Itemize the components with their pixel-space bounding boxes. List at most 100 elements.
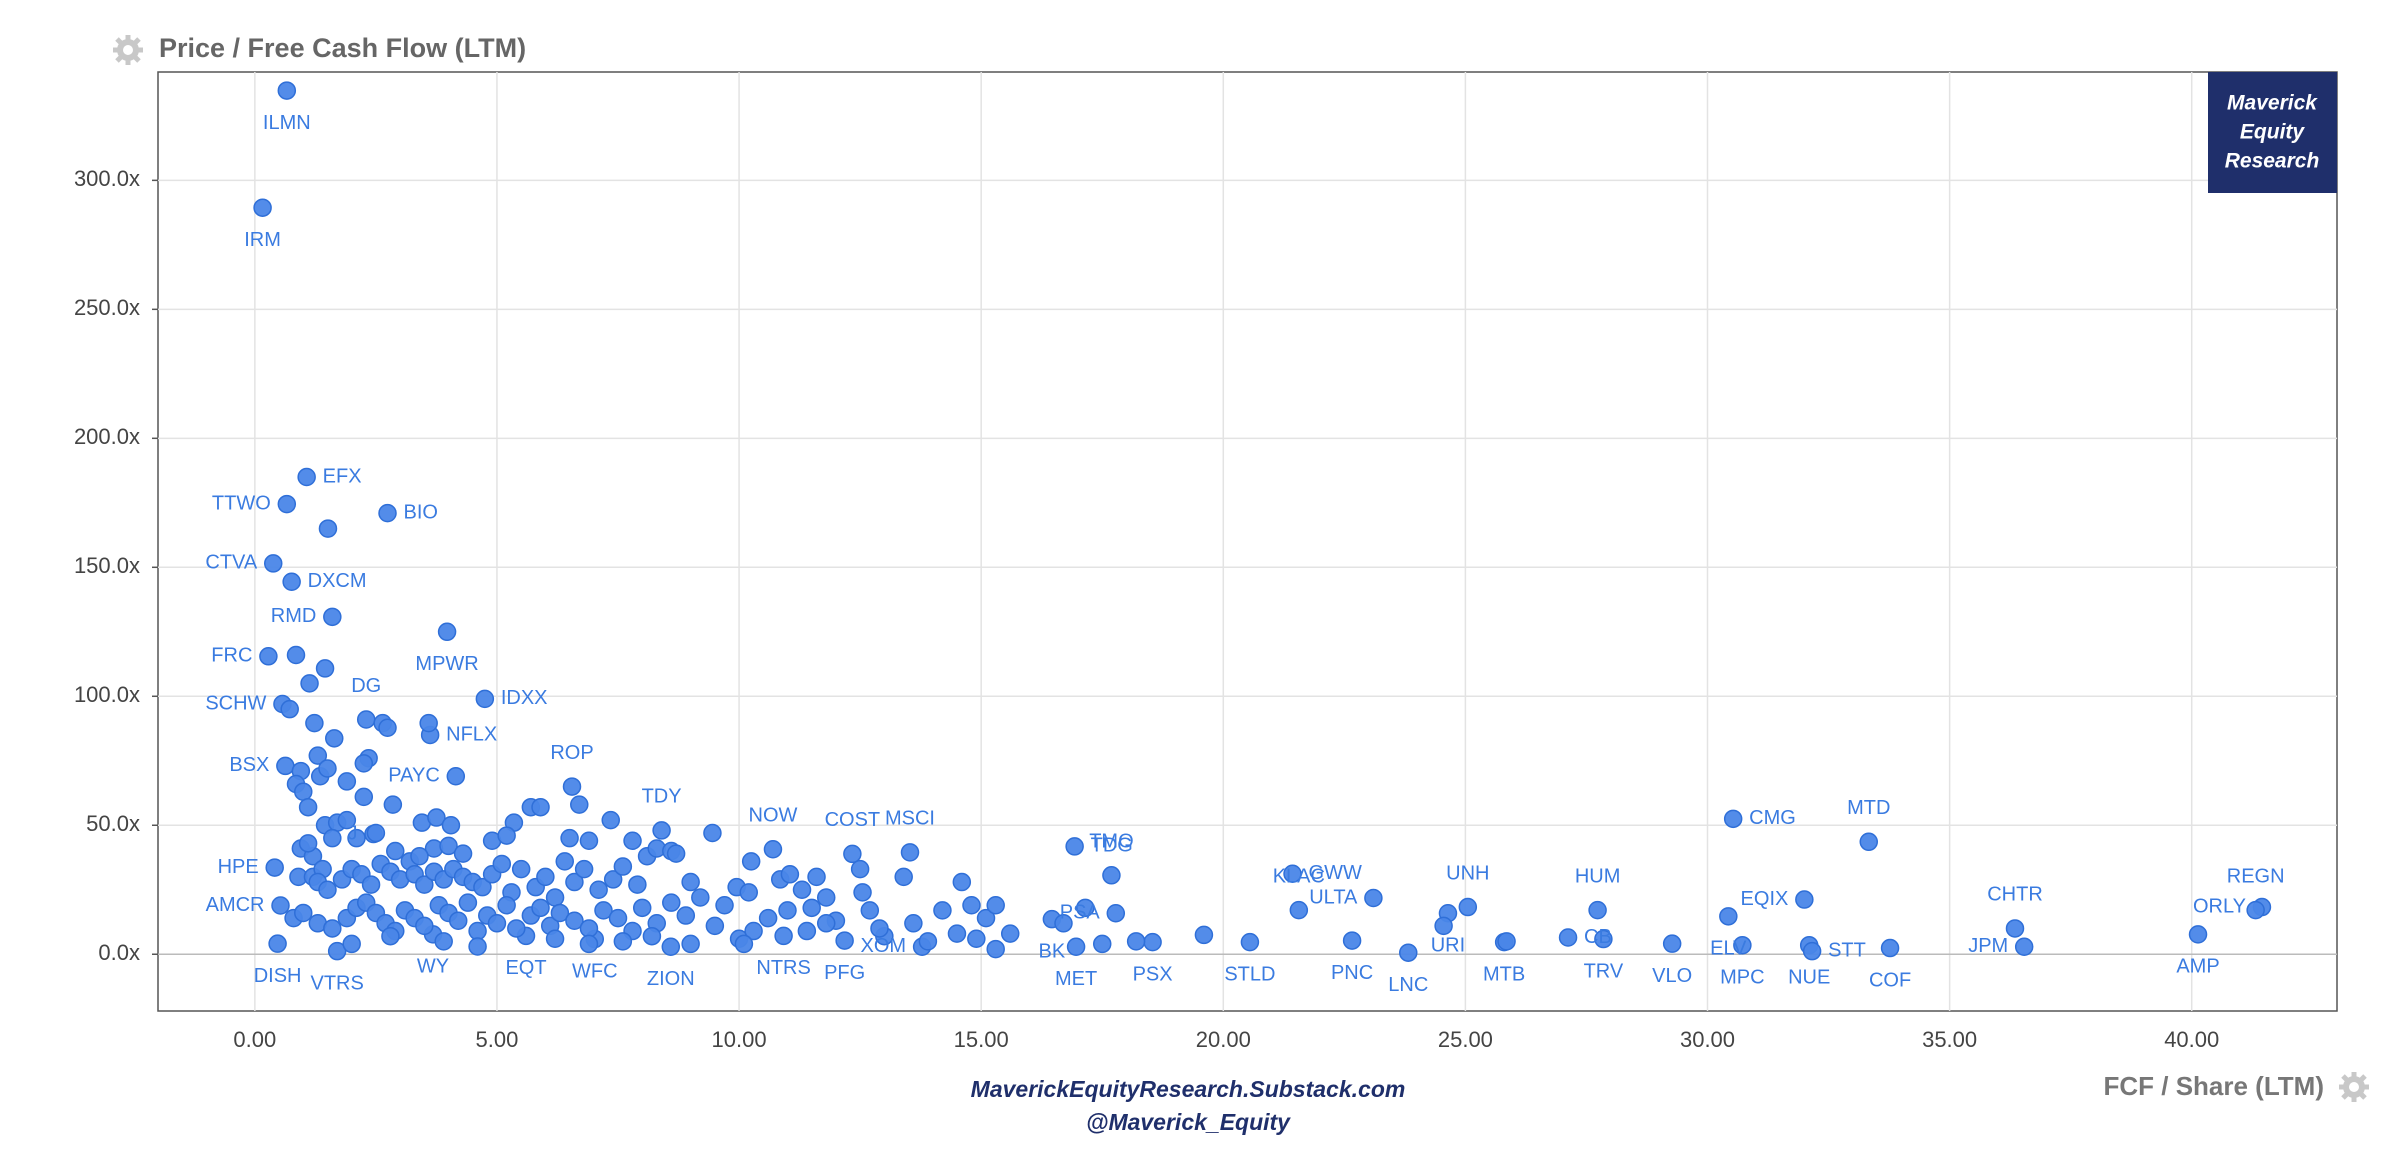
data-point xyxy=(613,857,633,876)
data-point xyxy=(1143,932,1162,952)
data-point xyxy=(1364,888,1383,908)
data-point xyxy=(354,754,374,773)
point-label: ELV xyxy=(1710,938,1747,960)
data-point xyxy=(386,841,405,861)
data-point xyxy=(487,914,507,933)
data-point xyxy=(2014,937,2034,957)
data-point xyxy=(574,859,594,879)
settings-icon[interactable] xyxy=(2339,1072,2369,1102)
data-point xyxy=(265,858,284,877)
data-point xyxy=(802,898,821,918)
data-point xyxy=(816,888,836,907)
point-label: PNC xyxy=(1331,962,1373,984)
watermark-text: Equity xyxy=(2240,121,2305,144)
point-label: VLO xyxy=(1652,965,1692,987)
point-label: ULTA xyxy=(1309,886,1358,908)
data-point xyxy=(448,911,468,930)
data-point xyxy=(594,901,613,920)
point-label: TDY xyxy=(642,786,682,808)
data-point xyxy=(739,883,759,902)
point-label: PFG xyxy=(824,962,865,984)
x-tick-label: 10.00 xyxy=(712,1027,767,1052)
data-point xyxy=(734,934,754,954)
data-point xyxy=(1102,866,1121,885)
data-point xyxy=(280,699,299,719)
data-point xyxy=(305,713,324,733)
point-label: AMP xyxy=(2176,956,2219,978)
data-point xyxy=(531,797,550,817)
data-point xyxy=(441,816,461,835)
data-point xyxy=(1240,932,1260,952)
data-point xyxy=(536,867,555,887)
watermark-text: Maverick xyxy=(2227,92,2318,115)
data-point xyxy=(570,795,589,814)
data-point xyxy=(356,710,376,729)
data-point xyxy=(763,840,783,859)
point-label: CMG xyxy=(1749,807,1796,829)
point-label: DXCM xyxy=(308,570,367,592)
data-point xyxy=(366,823,386,843)
data-point xyxy=(986,939,1005,959)
data-point xyxy=(468,937,487,956)
data-point xyxy=(1342,931,1362,950)
data-point xyxy=(271,896,290,915)
data-point xyxy=(603,870,623,889)
data-point xyxy=(473,877,492,897)
data-point xyxy=(318,759,337,778)
data-point xyxy=(807,867,826,887)
data-point xyxy=(608,908,628,928)
point-label: MPWR xyxy=(415,653,478,675)
data-point xyxy=(1859,832,1879,852)
data-point xyxy=(565,872,584,892)
data-point xyxy=(323,919,342,938)
data-point xyxy=(792,880,812,900)
point-label: BK xyxy=(1039,940,1066,962)
data-point xyxy=(681,872,700,892)
point-label: NUE xyxy=(1788,966,1830,988)
point-label: PAYC xyxy=(388,765,440,787)
settings-icon[interactable] xyxy=(113,35,143,65)
data-point xyxy=(2005,919,2025,938)
point-label: NTRS xyxy=(756,957,810,979)
x-tick-label: 35.00 xyxy=(1922,1027,1977,1052)
data-point xyxy=(1723,809,1743,829)
data-point xyxy=(835,931,854,950)
point-label: IRM xyxy=(244,229,281,251)
data-point xyxy=(298,834,318,853)
data-point xyxy=(613,932,633,951)
data-point xyxy=(976,908,996,928)
point-label: UNH xyxy=(1446,862,1489,884)
point-label: JPM xyxy=(1968,935,2008,957)
data-point xyxy=(297,467,316,487)
footer-text: MaverickEquityResearch.Substack.com xyxy=(971,1076,1406,1102)
data-point xyxy=(565,911,584,930)
data-point xyxy=(1497,932,1516,951)
data-point xyxy=(860,901,880,920)
data-point xyxy=(1458,897,1478,917)
data-point xyxy=(691,888,710,907)
point-label: PSX xyxy=(1133,963,1173,985)
point-label: MSCI xyxy=(885,808,935,830)
data-point xyxy=(337,810,357,830)
data-point xyxy=(904,914,923,933)
data-point xyxy=(354,787,374,807)
data-point xyxy=(850,859,870,879)
point-label: DISH xyxy=(254,965,302,987)
point-label: MET xyxy=(1055,968,1097,990)
data-point xyxy=(383,795,403,814)
data-point xyxy=(676,906,696,925)
data-point xyxy=(758,908,778,928)
data-point xyxy=(545,929,565,949)
data-point xyxy=(1126,932,1146,951)
data-point xyxy=(661,937,681,957)
data-point xyxy=(475,689,495,709)
y-tick-label: 50.0x xyxy=(86,811,140,836)
data-point xyxy=(623,831,642,850)
data-point xyxy=(666,844,686,863)
data-point xyxy=(778,901,797,920)
data-point xyxy=(1065,837,1084,856)
data-point xyxy=(1795,890,1814,909)
data-point xyxy=(918,932,938,951)
data-point xyxy=(507,919,526,938)
data-point xyxy=(263,554,283,573)
